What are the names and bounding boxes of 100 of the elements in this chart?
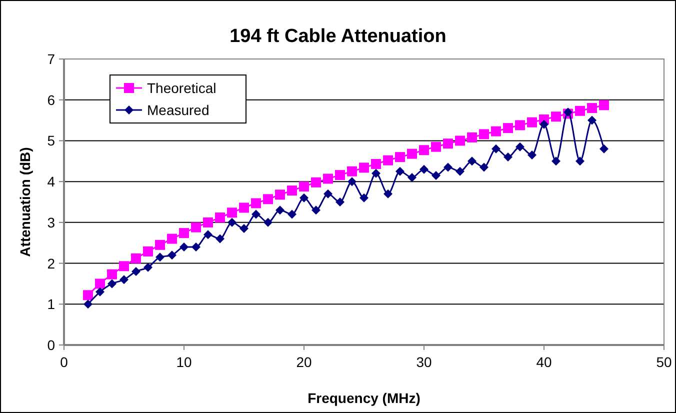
point bbox=[167, 234, 177, 244]
y-tick-label: 5 bbox=[47, 132, 56, 149]
point bbox=[384, 189, 392, 198]
point bbox=[371, 159, 381, 170]
point bbox=[215, 212, 225, 223]
x-tick-label: 40 bbox=[536, 354, 552, 370]
point bbox=[131, 253, 141, 264]
y-tick-label: 2 bbox=[47, 255, 56, 272]
point bbox=[516, 142, 524, 152]
point bbox=[552, 156, 560, 166]
point bbox=[240, 224, 248, 234]
point bbox=[144, 262, 152, 272]
point bbox=[119, 261, 129, 272]
point bbox=[432, 170, 440, 180]
point bbox=[359, 162, 369, 173]
point bbox=[468, 156, 476, 166]
point bbox=[587, 103, 597, 114]
point bbox=[540, 120, 548, 129]
point bbox=[420, 164, 428, 174]
point bbox=[96, 287, 104, 296]
point bbox=[263, 194, 273, 204]
point bbox=[228, 218, 236, 227]
x-tick-label: 50 bbox=[656, 354, 672, 370]
point bbox=[120, 275, 128, 284]
point bbox=[312, 206, 320, 215]
point bbox=[168, 250, 176, 260]
point bbox=[360, 193, 368, 202]
point bbox=[503, 123, 513, 134]
point bbox=[480, 162, 488, 172]
point bbox=[599, 100, 609, 110]
point bbox=[492, 144, 500, 154]
point bbox=[335, 170, 345, 180]
point bbox=[456, 166, 464, 176]
point bbox=[324, 189, 332, 198]
point bbox=[383, 155, 393, 166]
x-axis-title: Frequency (MHz) bbox=[308, 390, 420, 406]
point bbox=[276, 206, 284, 215]
point bbox=[588, 116, 596, 125]
point bbox=[95, 278, 105, 289]
point bbox=[156, 252, 164, 262]
point bbox=[227, 208, 237, 218]
point bbox=[407, 148, 417, 159]
point bbox=[347, 166, 357, 176]
point bbox=[288, 210, 296, 219]
point bbox=[455, 136, 465, 146]
legend-label: Measured bbox=[147, 102, 210, 118]
y-tick-label: 3 bbox=[47, 214, 56, 230]
point bbox=[443, 138, 453, 149]
point bbox=[575, 106, 585, 116]
point bbox=[479, 129, 489, 140]
point bbox=[504, 152, 512, 162]
point bbox=[527, 117, 537, 128]
y-tick-label: 7 bbox=[47, 51, 56, 67]
point bbox=[180, 242, 188, 252]
point bbox=[179, 228, 189, 238]
point bbox=[396, 166, 404, 176]
point bbox=[216, 234, 224, 244]
point bbox=[251, 198, 261, 208]
x-tick-label: 20 bbox=[296, 354, 312, 370]
point bbox=[515, 120, 525, 130]
point bbox=[204, 230, 212, 240]
y-tick-label: 6 bbox=[47, 92, 56, 108]
point bbox=[83, 290, 93, 300]
point bbox=[203, 217, 213, 228]
chart-title: 194 ft Cable Attenuation bbox=[230, 26, 446, 47]
point bbox=[576, 156, 584, 166]
y-tick-label: 4 bbox=[47, 174, 56, 190]
point bbox=[275, 190, 285, 200]
point bbox=[336, 198, 344, 206]
point bbox=[252, 210, 260, 219]
point bbox=[408, 172, 416, 182]
point bbox=[299, 181, 309, 192]
point bbox=[431, 142, 441, 152]
y-tick-label: 1 bbox=[47, 296, 56, 312]
x-tick-label: 0 bbox=[60, 354, 68, 370]
point bbox=[491, 126, 501, 136]
x-tick-label: 10 bbox=[176, 354, 192, 370]
point bbox=[323, 174, 333, 184]
point bbox=[287, 186, 297, 196]
x-tick-label: 30 bbox=[416, 354, 432, 370]
point bbox=[300, 193, 308, 202]
point bbox=[348, 177, 356, 186]
point bbox=[372, 168, 380, 178]
point bbox=[239, 202, 249, 213]
point bbox=[107, 269, 117, 280]
point bbox=[192, 242, 200, 252]
point bbox=[191, 222, 201, 232]
point bbox=[311, 177, 321, 188]
y-axis-title: Attenuation (dB) bbox=[17, 147, 33, 257]
point bbox=[155, 240, 165, 250]
y-tick-label: 0 bbox=[47, 337, 56, 353]
point bbox=[444, 162, 452, 172]
point bbox=[264, 218, 272, 227]
point bbox=[419, 145, 429, 156]
point bbox=[84, 300, 92, 309]
point bbox=[467, 132, 477, 142]
point bbox=[600, 144, 608, 154]
point bbox=[108, 279, 116, 288]
point bbox=[528, 150, 536, 160]
point bbox=[132, 266, 140, 276]
